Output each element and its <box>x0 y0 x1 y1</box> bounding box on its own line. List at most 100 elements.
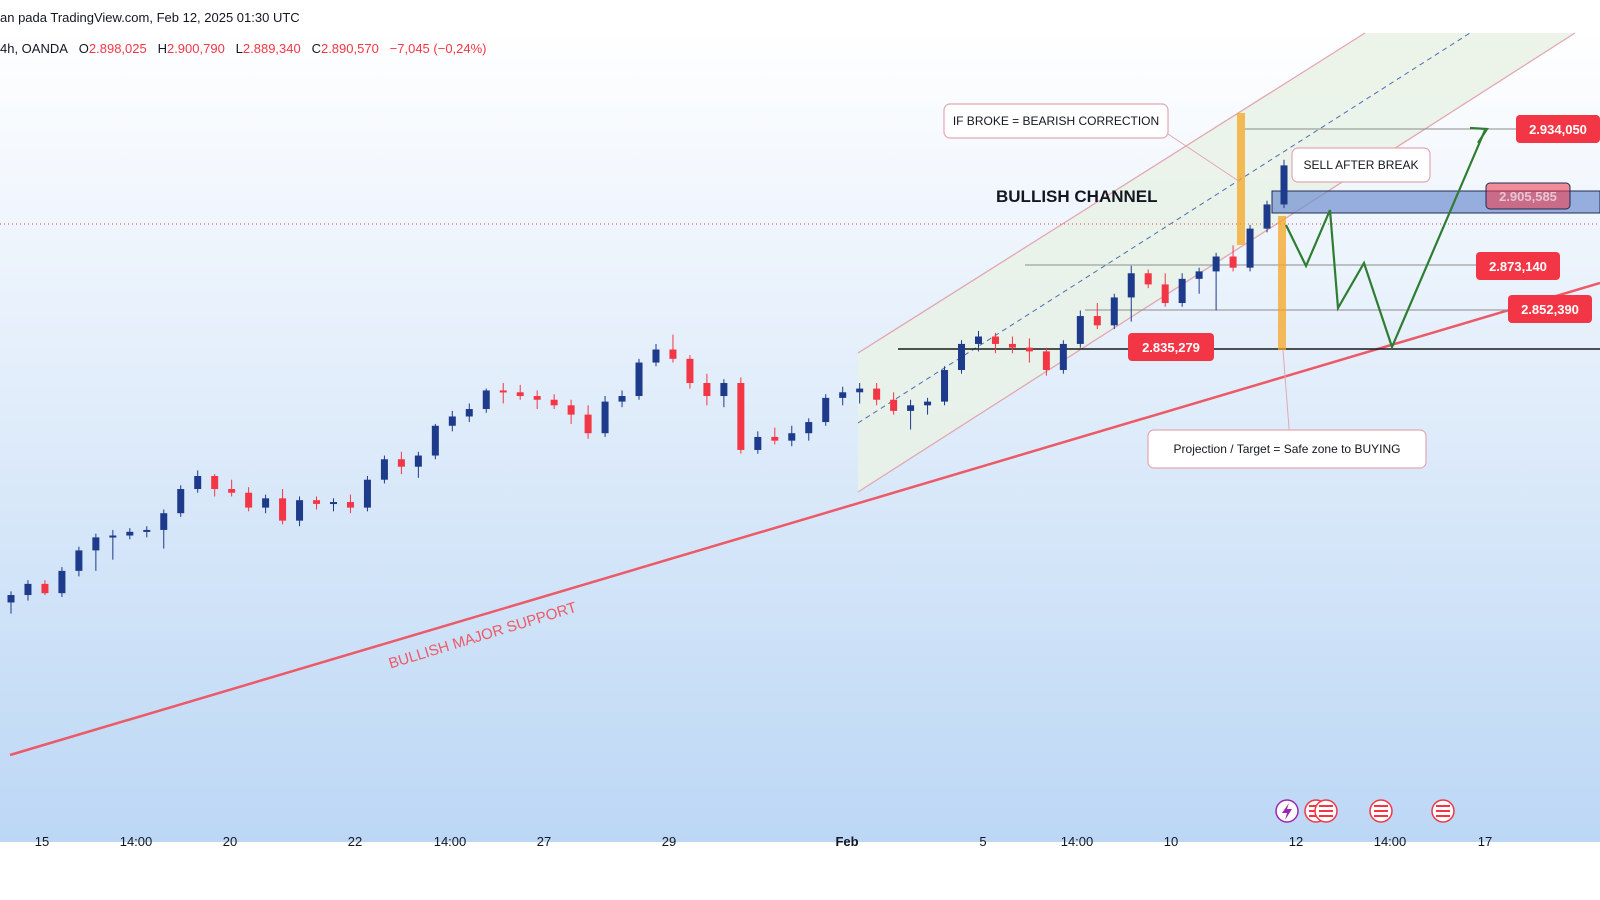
change-value: −7,045 (−0,24%) <box>389 41 487 56</box>
us-flag-event-icon-2[interactable] <box>1314 799 1338 823</box>
x-tick-label: 20 <box>223 834 237 849</box>
annotation-bullish-channel: BULLISH CHANNEL <box>996 187 1158 206</box>
candle-body <box>363 479 371 508</box>
projection-arrow-head <box>1469 126 1489 144</box>
candle-body <box>245 492 253 508</box>
candle-body <box>41 583 49 594</box>
candle-body <box>856 388 864 393</box>
candle-body <box>720 382 728 397</box>
candle-body <box>584 414 592 434</box>
candle-body <box>296 500 304 521</box>
price-level-2905585: 2.905,585 <box>1499 189 1557 204</box>
lightning-event-icon[interactable] <box>1275 799 1299 823</box>
candle-body <box>567 405 575 415</box>
price-tag-2873140 <box>1476 252 1560 280</box>
candle-body <box>635 362 643 397</box>
candle-body <box>737 382 745 450</box>
annotation-projection-target: Projection / Target = Safe zone to BUYIN… <box>1174 442 1401 456</box>
candle-body <box>652 349 660 363</box>
candle-body <box>329 502 337 505</box>
x-tick-label: 10 <box>1164 834 1178 849</box>
candle-body <box>1025 347 1033 352</box>
x-tick-label: 17 <box>1478 834 1492 849</box>
candle-body <box>177 489 185 514</box>
candle-body <box>24 583 32 596</box>
candle-body <box>1212 256 1220 272</box>
candle-body <box>211 475 219 490</box>
x-tick-label: 14:00 <box>120 834 153 849</box>
candle-body <box>941 369 949 402</box>
candle-body <box>194 475 202 490</box>
price-tag-2852390 <box>1508 295 1592 323</box>
price-tag-2934050 <box>1516 115 1600 143</box>
projection-path <box>1285 129 1487 351</box>
candle-body <box>805 422 813 434</box>
candle-body <box>1246 228 1254 268</box>
x-tick-label: 14:00 <box>434 834 467 849</box>
annotation-bearish-correction: IF BROKE = BEARISH CORRECTION <box>953 114 1159 128</box>
candle-body <box>1008 343 1016 348</box>
bearish-correction-callout-box <box>943 103 1169 139</box>
candle-body <box>924 401 932 406</box>
candle-body <box>414 455 422 467</box>
candle-body <box>380 459 388 480</box>
highlight-drop-range <box>1278 216 1286 350</box>
ohlc-legend: 4h, OANDA O2.898,025 H2.900,790 L2.889,3… <box>0 41 487 56</box>
open-label: O <box>78 41 89 56</box>
candle-body <box>397 459 405 467</box>
open-value: 2.898,025 <box>88 41 147 56</box>
price-level-2835279: 2.835,279 <box>1142 340 1200 355</box>
callout-connector-bearish <box>1167 133 1241 183</box>
candle-body <box>1042 351 1050 370</box>
candle-body <box>1093 316 1101 326</box>
symbol-label: 4h, OANDA <box>0 41 68 56</box>
candle-body <box>703 382 711 397</box>
us-flag-event-icon-3[interactable] <box>1369 799 1393 823</box>
candle-body <box>873 388 881 400</box>
candle-body <box>7 595 15 603</box>
x-tick-label: 29 <box>662 834 676 849</box>
price-tag-2835279 <box>1128 333 1214 361</box>
candle-body <box>1127 273 1135 298</box>
candle-body <box>618 396 626 402</box>
price-tag-2905585 <box>1485 182 1571 210</box>
candle-body <box>991 336 999 344</box>
candle-body <box>58 570 66 594</box>
x-tick-label: 5 <box>979 834 986 849</box>
candle-body <box>822 397 830 423</box>
us-flag-event-icon-4[interactable] <box>1431 799 1455 823</box>
candle-body <box>1195 271 1203 279</box>
candle-body <box>482 390 490 410</box>
candle-body <box>143 529 151 532</box>
high-value: 2.900,790 <box>166 41 225 56</box>
x-tick-label: 12 <box>1289 834 1303 849</box>
candle-body <box>601 401 609 434</box>
candle-body <box>1059 343 1067 370</box>
channel-upper-line <box>857 32 1366 354</box>
candle-body <box>75 550 83 571</box>
candle-body <box>499 390 507 393</box>
candlestick-series <box>7 159 1288 614</box>
price-level-2873140: 2.873,140 <box>1489 259 1547 274</box>
close-label: C <box>311 41 321 56</box>
candle-body <box>448 416 456 426</box>
x-axis: 15 14:00 20 22 14:00 27 29 Feb 5 14:00 1… <box>35 834 1492 849</box>
x-tick-label: Feb <box>835 834 858 849</box>
candle-body <box>686 358 694 383</box>
candle-body <box>1263 204 1271 229</box>
x-tick-label: 14:00 <box>1061 834 1094 849</box>
close-value: 2.890,570 <box>320 41 379 56</box>
candle-body <box>907 405 915 411</box>
candle-body <box>839 392 847 398</box>
candle-body <box>1144 273 1152 285</box>
low-value: 2.889,340 <box>242 41 301 56</box>
candle-body <box>346 502 354 508</box>
candle-body <box>890 399 898 411</box>
candle-body <box>788 433 796 441</box>
candle-body <box>669 349 677 359</box>
candle-body <box>1178 278 1186 304</box>
x-tick-label: 14:00 <box>1374 834 1407 849</box>
projection-callout-box <box>1147 429 1427 469</box>
